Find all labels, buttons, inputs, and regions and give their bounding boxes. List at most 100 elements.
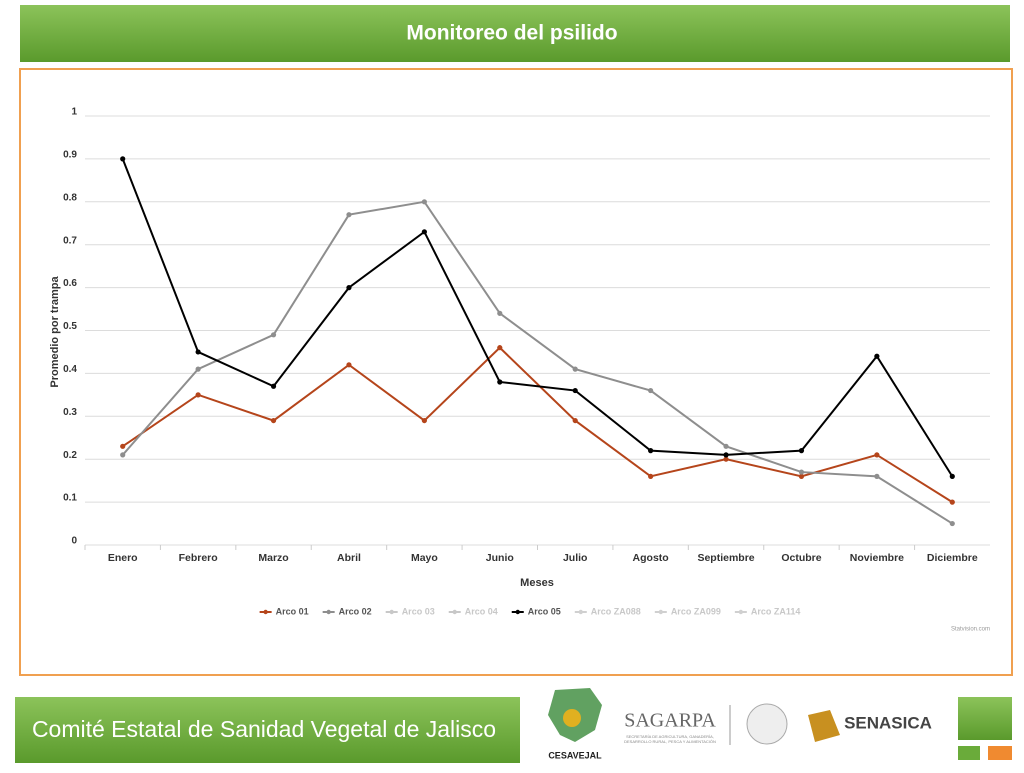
seal xyxy=(746,703,788,745)
legend-swatch-dot xyxy=(658,609,664,615)
legend-swatch-dot xyxy=(578,609,583,615)
x-axis-label: Meses xyxy=(520,577,554,589)
legend-swatch-dot xyxy=(452,609,457,615)
header-bar xyxy=(20,5,1010,62)
chart-frame xyxy=(19,68,1013,676)
legend-label: Arco ZA088 xyxy=(591,606,641,616)
data-point xyxy=(346,212,352,218)
data-point xyxy=(723,443,729,449)
data-point xyxy=(421,229,427,235)
footer-bar xyxy=(15,697,520,763)
y-tick-label: 0 xyxy=(71,536,77,547)
y-tick-label: 0.5 xyxy=(63,321,77,332)
y-tick-label: 1 xyxy=(71,107,77,118)
x-tick-label: Junio xyxy=(486,552,514,564)
legend-label: Arco 01 xyxy=(276,606,309,616)
data-point xyxy=(497,379,503,385)
y-tick-label: 0.4 xyxy=(63,364,77,375)
data-point xyxy=(723,452,729,458)
x-tick-label: Julio xyxy=(563,552,588,564)
senasica-icon xyxy=(808,710,840,742)
y-tick-label: 0.8 xyxy=(63,192,77,203)
deco-square xyxy=(988,746,1012,760)
data-point xyxy=(270,332,277,338)
footer-title: Comité Estatal de Sanidad Vegetal de Jal… xyxy=(32,716,496,742)
logo-text: CESAVEJAL xyxy=(548,750,602,760)
y-tick-label: 0.2 xyxy=(63,450,77,461)
data-point xyxy=(346,362,352,368)
data-point xyxy=(195,366,201,372)
x-tick-label: Noviembre xyxy=(850,552,904,564)
logo-subtitle-box: SECRETARÍA DE AGRICULTURA, GANADERÍA, DE… xyxy=(624,734,716,744)
data-point xyxy=(798,473,805,479)
x-tick-label: Abril xyxy=(337,552,361,564)
data-point xyxy=(497,310,503,316)
data-point xyxy=(120,452,126,458)
data-point xyxy=(949,473,955,479)
legend-swatch-dot xyxy=(515,609,520,615)
legend-label: Arco 03 xyxy=(402,606,435,616)
legend-swatch-dot xyxy=(389,609,394,615)
data-point xyxy=(497,345,503,351)
x-tick-label: Febrero xyxy=(179,552,218,564)
data-point xyxy=(798,448,805,454)
data-point xyxy=(648,387,654,394)
legend-label: Arco ZA114 xyxy=(751,606,801,616)
y-tick-label: 0.9 xyxy=(63,150,77,161)
data-point xyxy=(195,392,201,398)
data-point xyxy=(874,353,880,359)
legend-label: Arco 02 xyxy=(339,606,372,616)
data-point xyxy=(346,285,352,291)
legend-swatch-dot xyxy=(263,609,268,615)
series-line xyxy=(121,158,954,477)
data-point xyxy=(120,443,126,449)
data-point xyxy=(874,452,880,458)
deco-square xyxy=(958,746,980,760)
data-point xyxy=(723,456,729,462)
data-point xyxy=(421,417,427,424)
data-point xyxy=(874,473,880,479)
data-point xyxy=(195,349,201,355)
x-tick-label: Octubre xyxy=(781,552,821,564)
data-point xyxy=(798,469,805,475)
y-axis-label: Promedio por trampa xyxy=(49,276,61,388)
data-point xyxy=(421,199,427,205)
data-point xyxy=(648,448,654,454)
deco-square xyxy=(958,697,1012,740)
data-point xyxy=(270,417,277,424)
legend-label: Arco 04 xyxy=(465,606,498,616)
data-point xyxy=(572,366,578,372)
x-tick-label: Marzo xyxy=(258,552,288,564)
x-tick-label: Enero xyxy=(108,552,138,564)
x-tick-label: Septiembre xyxy=(697,552,754,564)
legend-swatch-dot xyxy=(326,609,331,615)
series-line xyxy=(121,200,953,525)
plot: 0 0.1 0.2 0.3 0.4 0.5 0.6 0.7 0.8 0.9 1 Enero Febrer… xyxy=(63,107,990,616)
cesavejal-logo: CESAVEJAL xyxy=(548,688,602,760)
legend-label: Arco 05 xyxy=(528,606,561,616)
y-tick-label: 0.1 xyxy=(63,493,77,504)
logo-subtitle: SECRETARÍA DE AGRICULTURA, GANADERÍA, DE… xyxy=(624,734,716,744)
y-tick-label: 0.3 xyxy=(63,407,77,418)
data-point xyxy=(949,520,955,527)
data-point xyxy=(120,156,126,162)
logo-shape xyxy=(563,709,581,727)
y-tick-label: 0.7 xyxy=(63,235,77,246)
logo-text: SAGARPA xyxy=(624,710,716,732)
credit: Statvision.com xyxy=(951,627,990,633)
x-tick-label: Mayo xyxy=(411,552,438,564)
logo-text: SENASICA xyxy=(844,713,932,732)
data-point xyxy=(648,473,654,479)
data-point xyxy=(270,383,277,389)
legend-swatch-dot xyxy=(738,609,744,615)
data-point xyxy=(572,417,578,424)
x-tick-label: Diciembre xyxy=(927,552,978,564)
y-tick-label: 0.6 xyxy=(63,278,77,289)
slide-title: Monitoreo del psilido xyxy=(406,22,617,45)
data-point xyxy=(572,387,578,394)
data-point xyxy=(949,499,955,505)
x-tick-label: Agosto xyxy=(633,552,669,564)
legend-label: Arco ZA099 xyxy=(671,606,721,616)
